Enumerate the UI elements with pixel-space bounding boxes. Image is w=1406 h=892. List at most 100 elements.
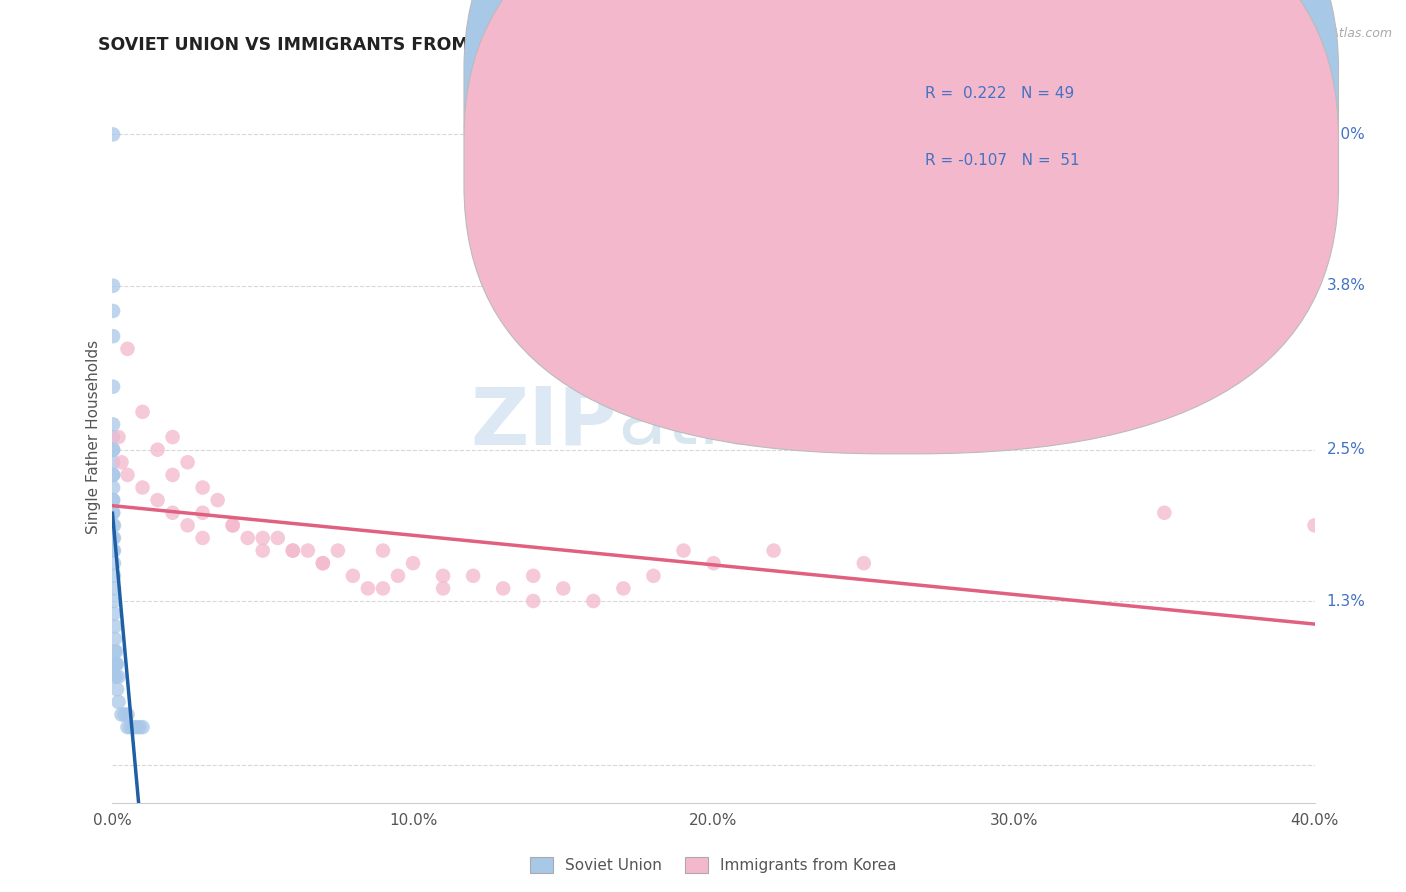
Point [762,543,785,558]
Point [702,556,725,570]
Point [117,720,139,734]
Point [326,543,349,558]
Text: 1.3%: 1.3% [1327,593,1365,608]
Point [101,379,124,393]
Point [117,342,139,356]
Point [101,304,124,318]
Point [107,430,129,444]
Point [103,531,125,545]
Point [101,506,124,520]
Point [101,493,124,508]
Point [131,720,153,734]
Text: 2.5%: 2.5% [1327,442,1365,458]
Point [222,518,245,533]
Point [522,569,544,583]
Point [105,657,128,671]
Point [104,619,127,633]
Point [312,556,335,570]
Point [131,405,153,419]
Point [191,506,214,520]
Point [103,569,125,583]
Text: R =  0.222   N = 49: R = 0.222 N = 49 [925,86,1074,101]
Point [120,720,142,734]
Point [553,582,575,596]
Point [176,518,198,533]
Point [387,569,409,583]
Point [101,506,124,520]
Point [267,531,290,545]
Point [104,632,127,646]
Point [522,594,544,608]
Point [643,569,665,583]
Point [176,455,198,469]
Point [312,556,335,570]
Point [461,569,484,583]
Point [131,481,153,495]
Point [432,569,454,583]
Point [252,543,274,558]
Point [101,128,124,142]
Point [222,518,245,533]
Point [191,531,214,545]
Point [125,720,148,734]
Point [103,607,125,621]
Point [342,569,364,583]
Text: SOVIET UNION VS IMMIGRANTS FROM KOREA SINGLE FATHER HOUSEHOLDS CORRELATION CHART: SOVIET UNION VS IMMIGRANTS FROM KOREA SI… [98,36,1054,54]
Point [101,467,124,482]
Point [162,467,184,482]
Point [297,543,319,558]
Point [252,531,274,545]
Point [103,556,125,570]
Point [104,657,127,671]
Point [162,506,184,520]
Point [104,670,127,684]
Point [110,455,132,469]
Point [105,644,128,658]
Point [492,582,515,596]
Point [402,556,425,570]
Point [101,430,124,444]
Point [146,442,169,457]
Point [281,543,304,558]
Text: 5.0%: 5.0% [1327,127,1365,142]
Point [105,682,128,697]
Text: ZIP: ZIP [470,384,617,461]
Point [107,670,129,684]
Point [672,543,695,558]
Point [101,329,124,343]
Point [105,657,128,671]
Point [122,720,145,734]
Point [357,582,380,596]
Point [101,467,124,482]
Point [582,594,605,608]
Point [107,695,129,709]
Point [101,518,124,533]
Point [1153,506,1175,520]
Point [105,670,128,684]
Point [101,455,124,469]
Point [191,481,214,495]
Point [110,707,132,722]
Text: Source: ZipAtlas.com: Source: ZipAtlas.com [1258,27,1392,40]
Point [1303,518,1326,533]
Point [101,442,124,457]
Text: 3.8%: 3.8% [1327,278,1365,293]
Point [128,720,150,734]
Point [117,467,139,482]
Legend: Soviet Union, Immigrants from Korea: Soviet Union, Immigrants from Korea [524,850,903,880]
Point [101,417,124,432]
Text: atlas: atlas [617,384,811,461]
Point [103,543,125,558]
Point [101,531,124,545]
Point [852,556,875,570]
Point [114,707,136,722]
Point [104,644,127,658]
Point [101,493,124,508]
Point [207,493,229,508]
Point [371,582,394,596]
Point [371,543,394,558]
Point [103,582,125,596]
Point [612,582,634,596]
Point [432,582,454,596]
Y-axis label: Single Father Households: Single Father Households [86,340,101,534]
